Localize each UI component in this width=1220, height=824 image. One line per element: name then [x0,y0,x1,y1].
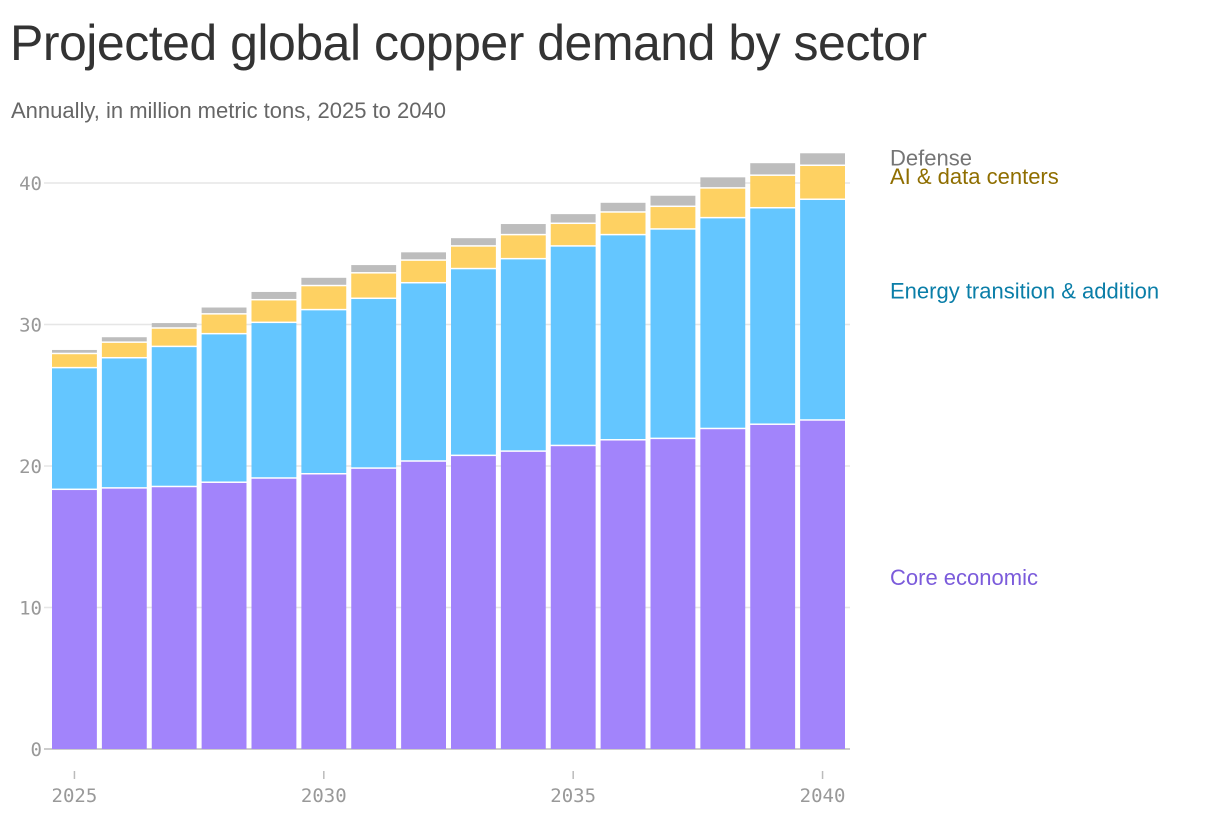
bar-segment-energy-transition-addition-2030 [301,310,347,473]
legend-label-core-economic: Core economic [890,565,1038,590]
bar-segment-energy-transition-addition-2033 [451,269,496,455]
legend-label-defense: Defense [890,146,972,171]
legend-label-energy-transition-addition: Energy transition & addition [890,278,1159,303]
bar-segment-energy-transition-addition-2026 [101,358,147,488]
bar-segment-ai-data-centers-2031 [351,273,397,298]
bar-segment-ai-data-centers-2032 [401,260,446,282]
bar-segment-energy-transition-addition-2036 [600,235,646,440]
bar-segment-ai-data-centers-2037 [650,207,696,229]
x-tick-label-2035: 2035 [550,785,596,807]
y-tick-label-20: 20 [19,456,42,478]
bar-segment-defense-2032 [401,252,446,260]
x-tick-label-2040: 2040 [800,785,846,807]
x-tick-label-2030: 2030 [301,785,347,807]
bar-segment-core-economic-2030 [301,474,347,749]
bar-segment-energy-transition-addition-2035 [550,246,596,445]
bar-segment-energy-transition-addition-2029 [251,323,297,478]
y-tick-label-40: 40 [19,173,42,195]
bar-segment-energy-transition-addition-2038 [700,218,746,428]
bar-segment-energy-transition-addition-2028 [201,334,247,482]
bar-segment-energy-transition-addition-2031 [351,299,397,468]
bar-segment-core-economic-2031 [351,468,397,749]
bar-segment-defense-2031 [351,265,397,273]
bar-segment-ai-data-centers-2027 [151,328,197,346]
bar-segment-ai-data-centers-2028 [201,314,247,333]
bar-segment-core-economic-2029 [251,478,297,749]
bar-segment-defense-2040 [800,153,845,165]
bar-segment-energy-transition-addition-2032 [401,283,446,461]
bar-segment-core-economic-2039 [750,424,796,749]
y-tick-label-0: 0 [31,739,42,761]
bar-segment-core-economic-2025 [52,490,97,749]
bar-segment-core-economic-2038 [700,429,746,749]
bar-segment-ai-data-centers-2026 [101,342,147,357]
x-tick-label-2025: 2025 [52,785,98,807]
y-tick-label-30: 30 [19,315,42,337]
bar-segment-ai-data-centers-2040 [800,166,845,199]
bar-segment-defense-2026 [101,337,147,342]
y-tick-label-10: 10 [19,598,42,620]
bar-segment-core-economic-2033 [451,456,496,749]
bar-segment-defense-2025 [52,349,97,353]
bar-segment-ai-data-centers-2038 [700,188,746,217]
bar-segment-core-economic-2027 [151,487,197,749]
bar-segment-energy-transition-addition-2040 [800,199,845,420]
bar-segment-energy-transition-addition-2034 [500,259,546,451]
legend: Core economic Energy transition & additio… [890,146,1159,590]
bar-segment-defense-2037 [650,195,696,206]
bar-segment-core-economic-2032 [401,461,446,749]
bar-segment-defense-2029 [251,291,297,299]
bar-segment-defense-2035 [550,214,596,223]
bar-segment-ai-data-centers-2036 [600,212,646,234]
bar-segment-core-economic-2036 [600,440,646,749]
bar-segment-ai-data-centers-2025 [52,354,97,367]
bar-segment-defense-2039 [750,163,796,175]
bar-segment-core-economic-2040 [800,420,845,749]
chart-title: Projected global copper demand by sector [10,15,927,71]
bar-segment-energy-transition-addition-2039 [750,208,796,424]
bar-segment-core-economic-2034 [500,451,546,749]
bar-segment-ai-data-centers-2033 [451,246,496,268]
bar-segment-defense-2033 [451,238,496,246]
bar-segment-core-economic-2026 [101,488,147,749]
bar-segment-core-economic-2035 [550,446,596,749]
bar-segment-energy-transition-addition-2027 [151,347,197,486]
legend-label-ai-data-centers: AI & data centers [890,164,1059,189]
chart-subtitle: Annually, in million metric tons, 2025 t… [11,98,446,123]
bar-segment-defense-2038 [700,177,746,188]
bar-segment-energy-transition-addition-2025 [52,368,97,489]
bar-segment-ai-data-centers-2034 [500,235,546,258]
bars [52,153,845,749]
bar-segment-core-economic-2037 [650,439,696,749]
bar-segment-defense-2036 [600,202,646,212]
bar-segment-ai-data-centers-2029 [251,300,297,322]
bar-segment-ai-data-centers-2039 [750,175,796,207]
bar-segment-energy-transition-addition-2037 [650,229,696,438]
bar-segment-defense-2034 [500,224,546,234]
bar-segment-ai-data-centers-2030 [301,286,347,309]
bar-segment-defense-2028 [201,307,247,314]
bar-segment-core-economic-2028 [201,482,247,749]
bar-segment-defense-2027 [151,323,197,328]
bar-segment-ai-data-centers-2035 [550,224,596,246]
bar-segment-defense-2030 [301,277,347,285]
